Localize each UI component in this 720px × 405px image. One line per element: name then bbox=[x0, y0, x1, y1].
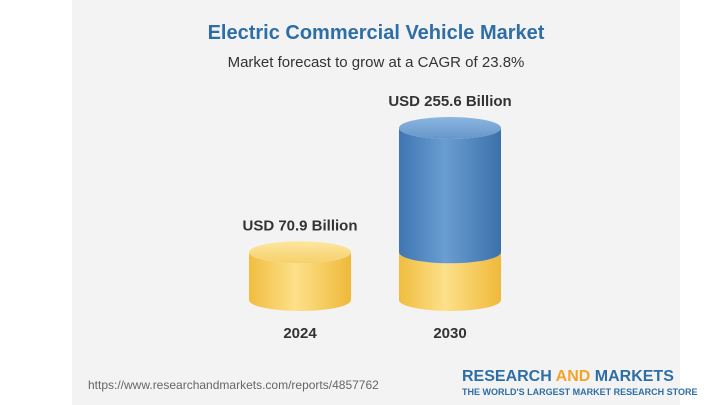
chart-card bbox=[72, 0, 680, 405]
bar-2024-top bbox=[249, 241, 351, 264]
chart-title: Electric Commercial Vehicle Market bbox=[207, 22, 545, 44]
bars-group: USD 70.9 Billion 2024 USD 255.6 Billion 203… bbox=[242, 93, 511, 342]
chart-subtitle: Market forecast to grow at a CAGR of 23.… bbox=[227, 54, 525, 71]
bar-2030-value-label: USD 255.6 Billion bbox=[388, 93, 511, 110]
bar-2024-category-label: 2024 bbox=[283, 325, 317, 342]
bar-2030-growth-body bbox=[399, 128, 501, 264]
brand-logo: RESEARCH AND MARKETS bbox=[462, 368, 674, 386]
source-url[interactable]: https://www.researchandmarkets.com/repor… bbox=[88, 378, 379, 392]
bar-2024-value-label: USD 70.9 Billion bbox=[242, 217, 357, 234]
brand-part-1: RESEARCH bbox=[462, 368, 556, 385]
bar-2030-growth-top bbox=[399, 117, 501, 139]
brand-part-2: AND bbox=[555, 368, 591, 385]
bar-2024-body bbox=[249, 252, 351, 311]
bar-2030-base-body bbox=[399, 252, 501, 311]
brand-tagline: THE WORLD'S LARGEST MARKET RESEARCH STOR… bbox=[462, 387, 698, 397]
brand-part-3: MARKETS bbox=[590, 368, 674, 385]
bar-2030-category-label: 2030 bbox=[433, 325, 466, 342]
